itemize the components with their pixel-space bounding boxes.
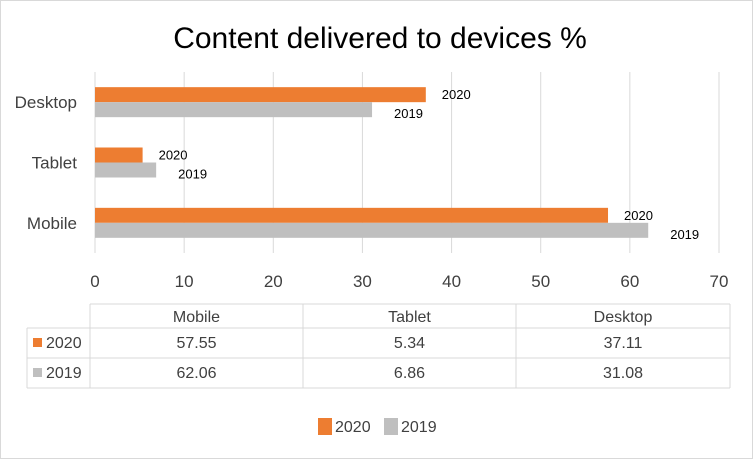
x-tick-label-70: 70 [710,272,729,291]
data-labels: 2020 2019 2020 2019 2020 2019 [159,87,700,242]
table-series-label-2019: 2019 [46,365,82,382]
x-tick-label-60: 60 [620,272,639,291]
x-tick-label-20: 20 [264,272,283,291]
data-label-mobile-2020: 2020 [624,208,653,223]
data-label-desktop-2019: 2019 [394,106,423,121]
x-tick-label-0: 0 [90,272,99,291]
legend-label-2020: 2020 [335,419,371,436]
value-axis: 0 10 20 30 40 50 60 70 [90,272,728,291]
bar-desktop-2020 [95,87,426,103]
category-label-tablet: Tablet [32,154,78,173]
data-table: Mobile Tablet Desktop 2020 57.55 5.34 37.11 201… [26,303,731,389]
table-header-tablet: Tablet [388,309,431,326]
bar-mobile-2020 [95,207,609,223]
table-legend-key-2020 [33,338,42,347]
data-label-tablet-2019: 2019 [178,167,207,182]
table-header-desktop: Desktop [594,309,653,326]
table-legend-key-2019 [33,368,42,377]
category-axis: Mobile Tablet Desktop [15,93,78,233]
table-series-label-2020: 2020 [46,335,82,352]
data-label-mobile-2019: 2019 [670,227,699,242]
legend-key-2019 [384,418,398,435]
table-header-mobile: Mobile [173,309,220,326]
legend-key-2020 [318,418,332,435]
x-tick-label-10: 10 [175,272,194,291]
bar-mobile-2019 [95,222,649,238]
table-cell-2020-mobile: 57.55 [176,335,216,352]
table-cell-2020-tablet: 5.34 [394,335,425,352]
bar-tablet-2019 [95,162,157,178]
table-cell-2019-desktop: 31.08 [603,365,643,382]
category-label-mobile: Mobile [27,214,77,233]
table-cell-2020-desktop: 37.11 [604,335,643,352]
data-label-tablet-2020: 2020 [159,148,188,163]
bars [95,87,649,238]
legend: 2020 2019 [318,418,437,436]
x-tick-label-30: 30 [353,272,372,291]
bar-desktop-2019 [95,102,373,118]
table-cell-2019-tablet: 6.86 [394,365,425,382]
chart-title: Content delivered to devices % [173,22,587,55]
bar-tablet-2020 [95,147,143,163]
table-cell-2019-mobile: 62.06 [176,365,216,382]
x-tick-label-40: 40 [442,272,461,291]
legend-label-2019: 2019 [401,419,437,436]
category-label-desktop: Desktop [15,93,77,112]
x-tick-label-50: 50 [531,272,550,291]
data-label-desktop-2020: 2020 [442,87,471,102]
